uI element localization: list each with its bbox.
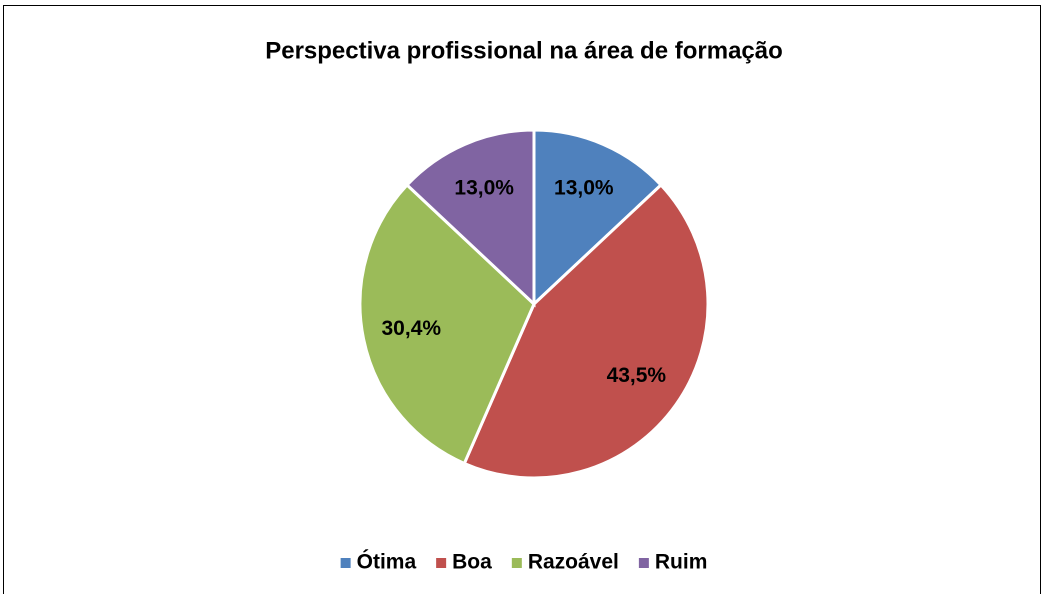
pie-slice <box>404 128 536 308</box>
data-label: 13,0% <box>454 177 514 200</box>
pie-slice <box>532 128 664 308</box>
legend-swatch <box>511 558 522 568</box>
legend-label: Ótima <box>357 550 417 574</box>
legend-label: Razoável <box>528 551 619 574</box>
data-label: 13,0% <box>554 177 614 200</box>
legend-label: Ruim <box>655 551 708 574</box>
legend-swatch <box>638 558 649 568</box>
data-label: 43,5% <box>607 364 667 387</box>
pie-slice <box>358 182 536 466</box>
chart-title: Perspectiva profissional na área de form… <box>265 37 783 64</box>
legend-swatch <box>436 558 447 568</box>
legend-label: Boa <box>452 551 492 574</box>
data-label: 30,4% <box>382 317 442 340</box>
pie-slice <box>462 182 710 480</box>
legend-swatch <box>340 558 351 568</box>
